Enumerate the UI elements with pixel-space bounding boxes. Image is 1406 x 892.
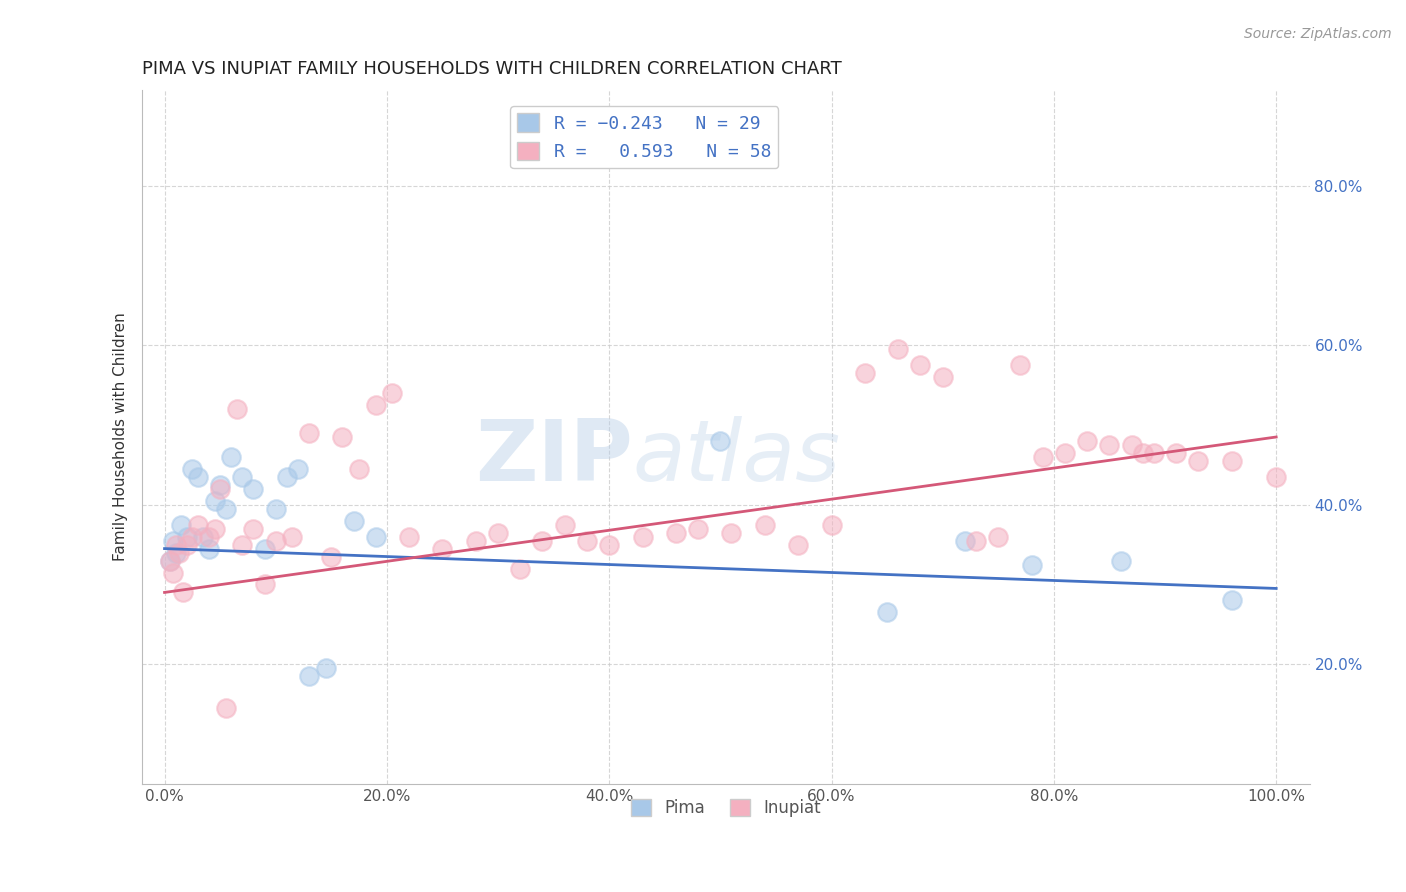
Point [486,525,509,540]
Point [1187,454,1209,468]
Point [225,402,247,417]
Point [253,577,276,591]
Point [298,425,321,440]
Point [204,522,226,536]
Point [231,470,253,484]
Point [159,553,181,567]
Point [276,470,298,484]
Point [432,541,454,556]
Point [181,462,204,476]
Point [219,450,242,464]
Point [181,530,204,544]
Point [820,517,842,532]
Point [332,430,354,444]
Point [209,482,232,496]
Point [575,533,598,548]
Point [215,701,238,715]
Point [1076,434,1098,448]
Point [159,553,181,567]
Point [398,530,420,544]
Point [787,538,810,552]
Point [953,533,976,548]
Point [554,517,576,532]
Point [1166,446,1188,460]
Point [709,434,731,448]
Point [264,533,287,548]
Point [1220,454,1243,468]
Point [1053,446,1076,460]
Point [172,585,194,599]
Point [176,538,198,552]
Point [198,530,221,544]
Point [298,669,321,683]
Point [1010,358,1032,372]
Point [187,517,209,532]
Point [1220,593,1243,607]
Point [342,514,364,528]
Point [631,530,654,544]
Point [204,493,226,508]
Point [315,661,337,675]
Point [688,522,710,536]
Point [1021,558,1043,572]
Point [1265,470,1288,484]
Point [187,470,209,484]
Point [162,533,184,548]
Point [165,545,187,559]
Point [1032,450,1054,464]
Point [231,538,253,552]
Point [965,533,987,548]
Point [910,358,932,372]
Point [720,525,742,540]
Point [193,530,215,544]
Point [754,517,776,532]
Point [1143,446,1166,460]
Point [464,533,486,548]
Point [876,606,898,620]
Point [242,522,264,536]
Point [665,525,688,540]
Point [215,501,238,516]
Point [1132,446,1154,460]
Point [364,530,387,544]
Y-axis label: Family Households with Children: Family Households with Children [114,312,128,561]
Point [931,370,953,384]
Point [198,541,221,556]
Point [531,533,554,548]
Point [853,366,876,380]
Point [598,538,620,552]
Point [321,549,343,564]
Point [1121,438,1143,452]
Point [162,566,184,580]
Text: Source: ZipAtlas.com: Source: ZipAtlas.com [1244,27,1392,41]
Point [253,541,276,556]
Point [170,517,193,532]
Point [176,530,198,544]
Text: ZIP: ZIP [475,417,633,500]
Point [1109,553,1132,567]
Point [509,561,531,575]
Point [347,462,370,476]
Point [287,462,309,476]
Text: atlas: atlas [633,417,841,500]
Point [264,501,287,516]
Point [887,343,910,357]
Legend: Pima, Inupiat: Pima, Inupiat [624,792,828,824]
Point [167,545,190,559]
Point [381,386,404,401]
Point [242,482,264,496]
Point [364,398,387,412]
Point [165,538,187,552]
Text: PIMA VS INUPIAT FAMILY HOUSEHOLDS WITH CHILDREN CORRELATION CHART: PIMA VS INUPIAT FAMILY HOUSEHOLDS WITH C… [142,60,842,78]
Point [1098,438,1121,452]
Point [281,530,304,544]
Point [987,530,1010,544]
Point [209,478,232,492]
